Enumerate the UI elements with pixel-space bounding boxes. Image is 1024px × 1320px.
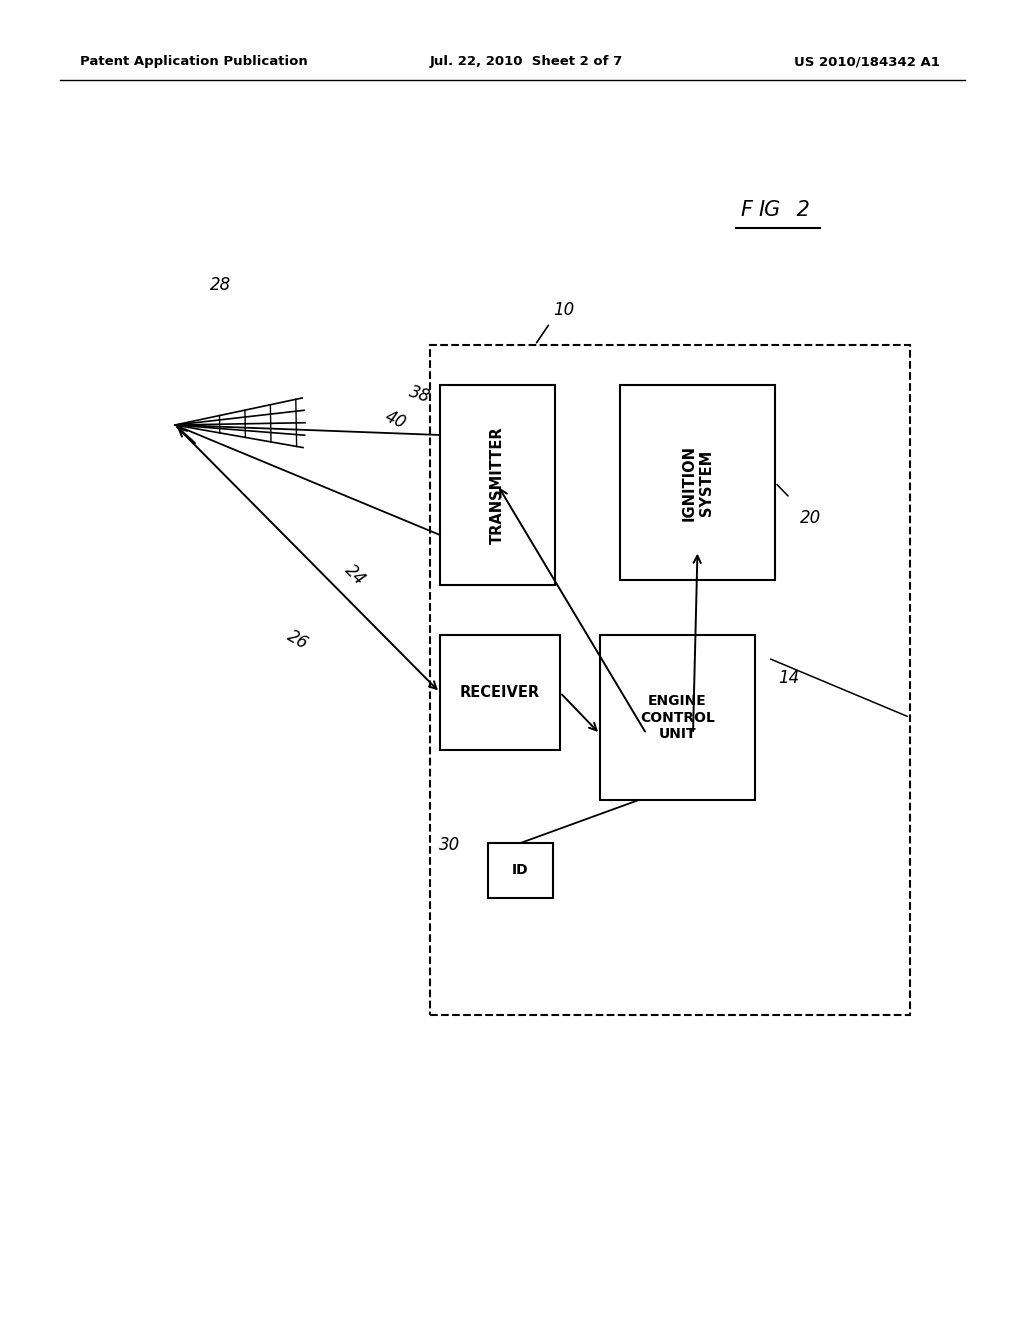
Text: 40: 40 (382, 408, 409, 433)
Bar (430, 345, 910, 1015)
Bar (488, 843, 553, 898)
Text: 30: 30 (438, 836, 460, 854)
Text: TRANSMITTER: TRANSMITTER (490, 426, 505, 544)
Text: ID: ID (512, 863, 528, 878)
Text: RECEIVER: RECEIVER (460, 685, 540, 700)
Text: 38: 38 (408, 383, 433, 407)
Text: 20: 20 (800, 510, 821, 527)
Bar (440, 635, 560, 750)
Text: 26: 26 (285, 627, 311, 653)
Text: 2: 2 (790, 201, 810, 220)
Text: 14: 14 (778, 669, 800, 686)
Text: Patent Application Publication: Patent Application Publication (80, 55, 308, 69)
Bar (620, 385, 775, 579)
Text: Jul. 22, 2010  Sheet 2 of 7: Jul. 22, 2010 Sheet 2 of 7 (430, 55, 624, 69)
Text: 24: 24 (341, 561, 369, 589)
Text: F: F (740, 201, 752, 220)
Text: IG: IG (758, 201, 780, 220)
Text: ENGINE
CONTROL
UNIT: ENGINE CONTROL UNIT (640, 694, 715, 741)
Bar (440, 385, 555, 585)
Text: IGNITION
SYSTEM: IGNITION SYSTEM (681, 445, 714, 520)
Text: 28: 28 (210, 276, 231, 294)
Text: US 2010/184342 A1: US 2010/184342 A1 (795, 55, 940, 69)
Bar (600, 635, 755, 800)
Text: 10: 10 (553, 301, 574, 319)
